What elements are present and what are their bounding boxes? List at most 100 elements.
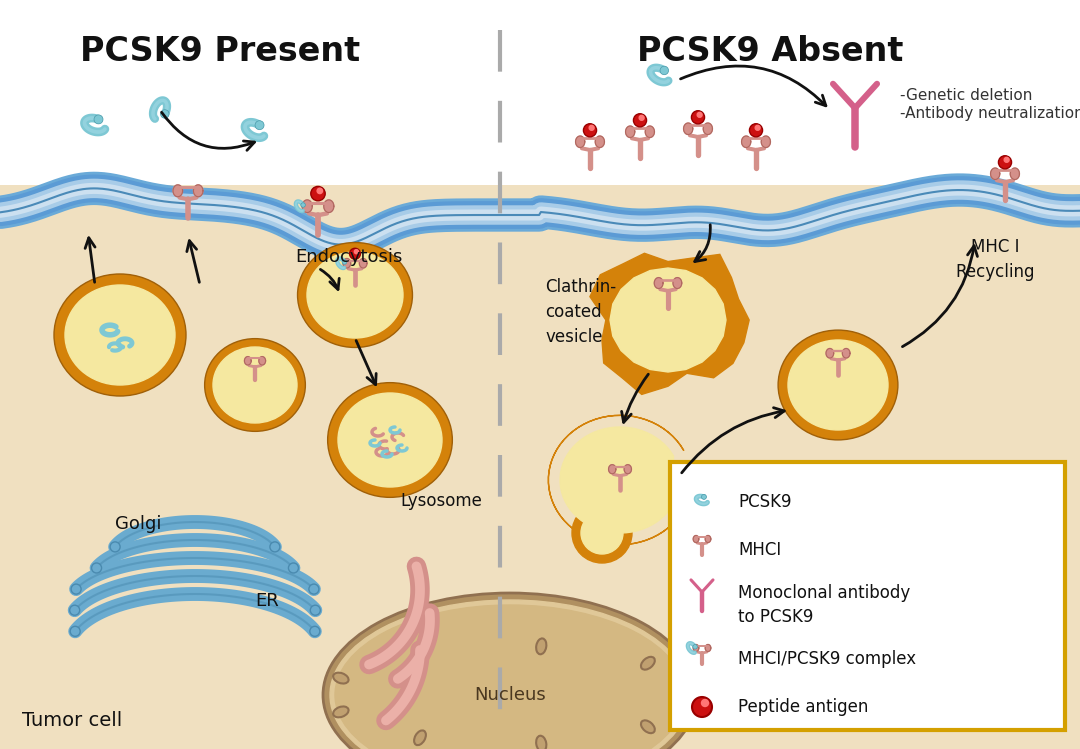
Text: PCSK9 Absent: PCSK9 Absent — [637, 35, 903, 68]
Ellipse shape — [414, 730, 426, 745]
Text: Tumor cell: Tumor cell — [22, 711, 122, 730]
Circle shape — [691, 111, 704, 124]
Circle shape — [310, 626, 320, 637]
Polygon shape — [761, 136, 770, 148]
Circle shape — [639, 115, 644, 121]
Ellipse shape — [323, 593, 697, 749]
Polygon shape — [610, 268, 726, 372]
Circle shape — [354, 249, 359, 254]
Polygon shape — [990, 168, 1000, 180]
Circle shape — [71, 584, 81, 594]
Circle shape — [255, 121, 264, 130]
Polygon shape — [705, 644, 711, 652]
Polygon shape — [703, 123, 713, 135]
Text: -Antibody neutralization: -Antibody neutralization — [900, 106, 1080, 121]
Circle shape — [288, 563, 298, 573]
Polygon shape — [826, 348, 834, 358]
Polygon shape — [343, 258, 351, 268]
Circle shape — [590, 125, 594, 130]
Text: Peptide antigen: Peptide antigen — [738, 698, 868, 716]
FancyBboxPatch shape — [670, 462, 1065, 730]
Text: PCSK9 Present: PCSK9 Present — [80, 35, 360, 68]
Text: ER: ER — [255, 592, 279, 610]
Text: Endocytosis: Endocytosis — [295, 248, 403, 266]
Polygon shape — [576, 136, 584, 148]
Polygon shape — [842, 348, 850, 358]
Polygon shape — [360, 258, 367, 268]
Polygon shape — [0, 185, 1080, 749]
Circle shape — [634, 114, 647, 127]
Text: Lysosome: Lysosome — [400, 492, 482, 510]
Circle shape — [92, 563, 102, 573]
Circle shape — [318, 188, 323, 193]
Polygon shape — [302, 200, 312, 213]
Circle shape — [310, 605, 321, 615]
Ellipse shape — [778, 330, 897, 440]
Ellipse shape — [640, 657, 654, 670]
Ellipse shape — [640, 721, 654, 733]
Text: Nucleus: Nucleus — [474, 686, 545, 704]
Circle shape — [1004, 157, 1009, 163]
Ellipse shape — [327, 383, 453, 497]
Circle shape — [693, 645, 698, 649]
Polygon shape — [645, 126, 654, 138]
Circle shape — [583, 124, 596, 137]
Ellipse shape — [65, 285, 175, 385]
Circle shape — [581, 512, 623, 554]
Circle shape — [110, 542, 120, 552]
Polygon shape — [590, 253, 750, 395]
Text: MHC I
Recycling: MHC I Recycling — [955, 238, 1035, 281]
Polygon shape — [625, 126, 635, 138]
Text: Golgi: Golgi — [114, 515, 162, 533]
Polygon shape — [693, 644, 699, 652]
Polygon shape — [259, 357, 266, 365]
Polygon shape — [561, 427, 674, 533]
Circle shape — [998, 156, 1012, 169]
Ellipse shape — [54, 274, 186, 396]
Circle shape — [301, 203, 306, 207]
Ellipse shape — [338, 393, 442, 487]
Ellipse shape — [681, 690, 698, 700]
Ellipse shape — [298, 243, 413, 348]
Ellipse shape — [536, 736, 546, 749]
Circle shape — [311, 187, 325, 201]
Polygon shape — [173, 185, 183, 197]
Polygon shape — [693, 536, 699, 542]
Polygon shape — [609, 464, 616, 474]
Polygon shape — [742, 136, 751, 148]
Circle shape — [755, 125, 760, 130]
Polygon shape — [684, 123, 692, 135]
Circle shape — [750, 124, 762, 137]
Polygon shape — [705, 536, 711, 542]
Ellipse shape — [536, 638, 546, 655]
Ellipse shape — [333, 673, 349, 684]
Circle shape — [70, 626, 80, 637]
Text: Clathrin-
coated
vesicle: Clathrin- coated vesicle — [545, 278, 616, 346]
Circle shape — [342, 260, 347, 264]
Ellipse shape — [414, 645, 426, 660]
Circle shape — [161, 109, 170, 118]
Circle shape — [270, 542, 280, 552]
Ellipse shape — [204, 339, 306, 431]
Text: PCSK9: PCSK9 — [738, 493, 792, 511]
Text: MHCI: MHCI — [738, 541, 781, 559]
Polygon shape — [595, 136, 605, 148]
Circle shape — [702, 700, 708, 706]
Polygon shape — [673, 278, 681, 288]
Polygon shape — [324, 200, 334, 213]
Text: Monoclonal antibody
to PCSK9: Monoclonal antibody to PCSK9 — [738, 584, 910, 626]
Circle shape — [660, 66, 669, 75]
Circle shape — [70, 605, 80, 615]
Ellipse shape — [213, 347, 297, 423]
Ellipse shape — [333, 706, 349, 718]
Text: MHCI/PCSK9 complex: MHCI/PCSK9 complex — [738, 650, 916, 668]
Circle shape — [309, 584, 319, 594]
Polygon shape — [193, 185, 203, 197]
Ellipse shape — [307, 252, 403, 338]
Circle shape — [350, 248, 361, 259]
Ellipse shape — [335, 605, 685, 749]
Circle shape — [94, 115, 103, 124]
Circle shape — [698, 112, 702, 118]
Polygon shape — [549, 416, 684, 545]
Ellipse shape — [330, 600, 690, 749]
